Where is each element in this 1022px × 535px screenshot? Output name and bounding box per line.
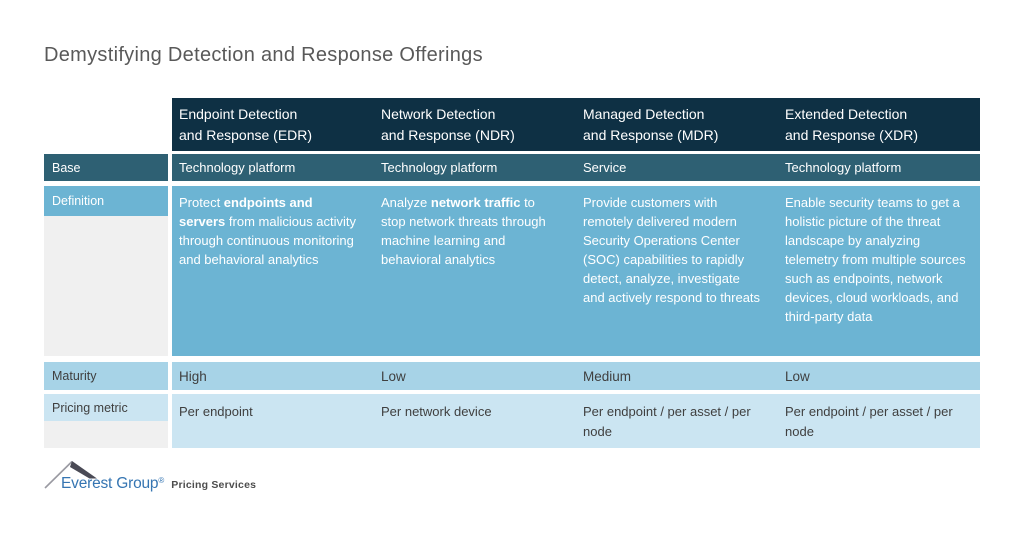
row-label-maturity: Maturity bbox=[44, 362, 168, 390]
column-header-xdr: Extended Detection and Response (XDR) bbox=[778, 98, 980, 151]
footer-brand: Everest Group ® Pricing Services bbox=[44, 459, 304, 495]
column-header-mdr: Managed Detection and Response (MDR) bbox=[576, 98, 778, 151]
row-label-base: Base bbox=[44, 154, 168, 181]
cell-xdr-base: Technology platform bbox=[785, 160, 902, 175]
column-header-ndr: Network Detection and Response (NDR) bbox=[374, 98, 576, 151]
column-header-edr: Endpoint Detection and Response (EDR) bbox=[172, 98, 374, 151]
brand-text-row: Everest Group ® Pricing Services bbox=[61, 475, 256, 493]
column-header-edr-line1: Endpoint Detection bbox=[179, 106, 298, 122]
brand-name: Everest Group bbox=[61, 475, 159, 492]
cell-mdr-maturity: Medium bbox=[583, 368, 632, 384]
brand-tagline: Pricing Services bbox=[171, 479, 257, 491]
column-header-xdr-line1: Extended Detection bbox=[785, 106, 908, 122]
maturity-row: Maturity High Low Medium Low bbox=[44, 362, 980, 390]
cell-edr-pricing: Per endpoint bbox=[179, 404, 253, 419]
maturity-band: High Low Medium Low bbox=[172, 362, 980, 390]
cell-ndr-definition: Analyze network traffic to stop network … bbox=[381, 195, 546, 267]
row-label-pricing-container: Pricing metric bbox=[44, 394, 168, 448]
cell-edr-maturity: High bbox=[179, 368, 207, 384]
row-label-definition: Definition bbox=[44, 186, 168, 216]
cell-ndr-maturity: Low bbox=[381, 368, 406, 384]
cell-ndr-pricing: Per network device bbox=[381, 404, 492, 419]
cell-mdr-base: Service bbox=[583, 160, 627, 175]
column-header-ndr-line1: Network Detection bbox=[381, 106, 496, 122]
row-label-pricing: Pricing metric bbox=[44, 394, 168, 421]
cell-edr-base: Technology platform bbox=[179, 160, 296, 175]
page-title: Demystifying Detection and Response Offe… bbox=[44, 44, 483, 66]
base-row: Base Technology platform Technology plat… bbox=[44, 154, 980, 181]
column-header-ndr-line2: and Response (NDR) bbox=[381, 127, 515, 143]
header-row: Endpoint Detection and Response (EDR) Ne… bbox=[44, 98, 980, 151]
mountain-icon bbox=[44, 460, 97, 489]
cell-ndr-base: Technology platform bbox=[381, 160, 498, 175]
cell-xdr-pricing: Per endpoint / per asset / per node bbox=[785, 404, 953, 439]
pricing-band: Per endpoint Per network device Per endp… bbox=[172, 394, 980, 448]
column-header-mdr-line1: Managed Detection bbox=[583, 106, 705, 122]
pricing-row: Pricing metric Per endpoint Per network … bbox=[44, 394, 980, 448]
cell-xdr-definition: Enable security teams to get a holistic … bbox=[785, 195, 966, 324]
column-header-mdr-line2: and Response (MDR) bbox=[583, 127, 719, 143]
registered-mark: ® bbox=[158, 476, 165, 485]
base-band: Technology platform Technology platform … bbox=[172, 154, 980, 181]
column-header-xdr-line2: and Response (XDR) bbox=[785, 127, 919, 143]
cell-xdr-maturity: Low bbox=[785, 368, 810, 384]
cell-edr-definition: Protect endpoints and servers from malic… bbox=[179, 195, 357, 267]
cell-mdr-pricing: Per endpoint / per asset / per node bbox=[583, 404, 751, 439]
definition-row: Definition Protect endpoints and servers… bbox=[44, 186, 980, 356]
header-band: Endpoint Detection and Response (EDR) Ne… bbox=[172, 98, 980, 151]
row-label-definition-container: Definition bbox=[44, 186, 168, 356]
comparison-table: Endpoint Detection and Response (EDR) Ne… bbox=[44, 98, 980, 448]
cell-mdr-definition: Provide customers with remotely delivere… bbox=[583, 195, 761, 305]
definition-band: Protect endpoints and servers from malic… bbox=[172, 186, 980, 356]
column-header-edr-line2: and Response (EDR) bbox=[179, 127, 313, 143]
header-row-spacer bbox=[44, 98, 168, 151]
